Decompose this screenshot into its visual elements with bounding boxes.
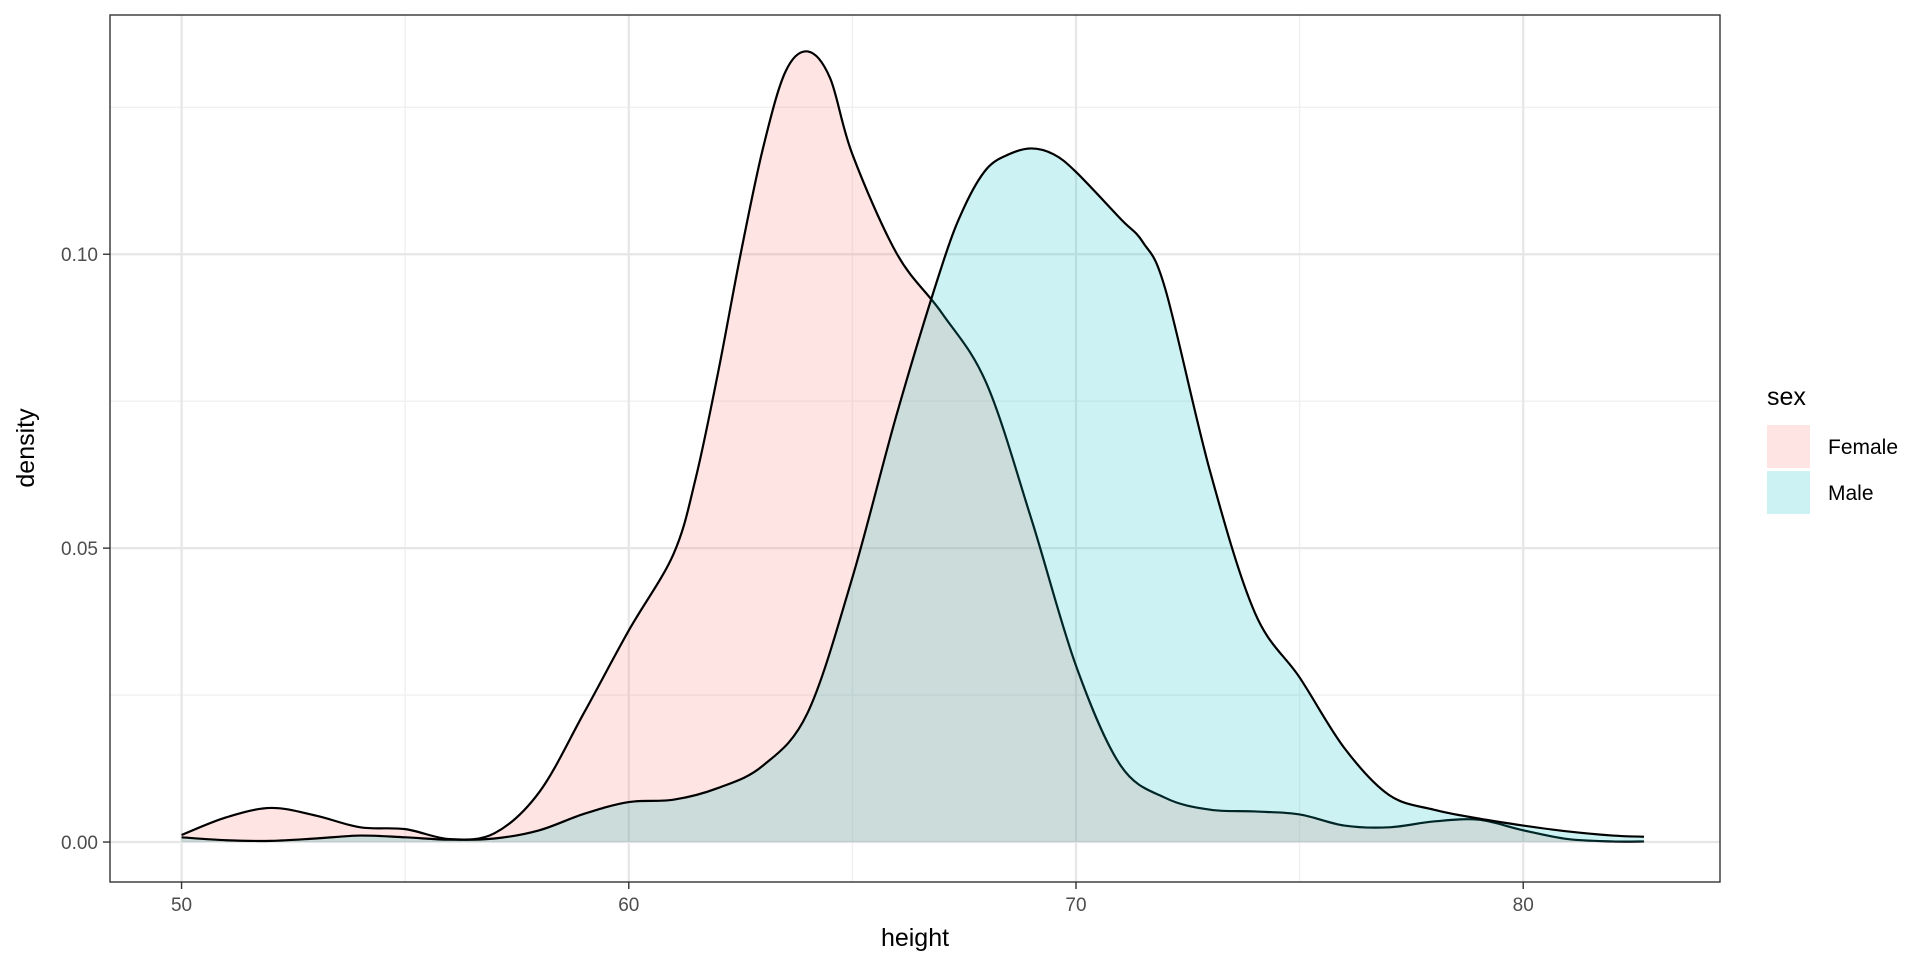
density-areas	[181, 50, 1645, 843]
y-axis-title: density	[12, 408, 40, 488]
density-area-female	[181, 51, 1644, 843]
legend-key-male	[1767, 471, 1810, 514]
x-tick-label-1: 60	[618, 895, 639, 916]
x-axis-title: height	[881, 924, 949, 952]
legend-item-male: Male	[1767, 471, 1874, 514]
gridlines	[110, 15, 1720, 882]
legend-key-female	[1767, 425, 1810, 468]
density-area-male	[181, 148, 1644, 843]
y-tick-label-2: 0.10	[61, 245, 98, 266]
y-tick-label-0: 0.00	[61, 833, 98, 854]
density-line-female	[181, 50, 1644, 843]
legend: sex Female Male	[1767, 383, 1898, 514]
panel-border	[109, 14, 1721, 883]
legend-label-male: Male	[1828, 482, 1874, 505]
x-tick-label-3: 80	[1513, 895, 1534, 916]
axes: 50 60 70 80 0.00 0.05 0.10	[61, 245, 1534, 916]
density-line-male	[181, 147, 1645, 843]
y-tick-label-1: 0.05	[61, 539, 98, 560]
legend-title: sex	[1767, 383, 1806, 411]
legend-label-female: Female	[1828, 436, 1898, 459]
x-tick-label-2: 70	[1065, 895, 1086, 916]
legend-item-female: Female	[1767, 425, 1898, 468]
x-tick-label-0: 50	[171, 895, 192, 916]
